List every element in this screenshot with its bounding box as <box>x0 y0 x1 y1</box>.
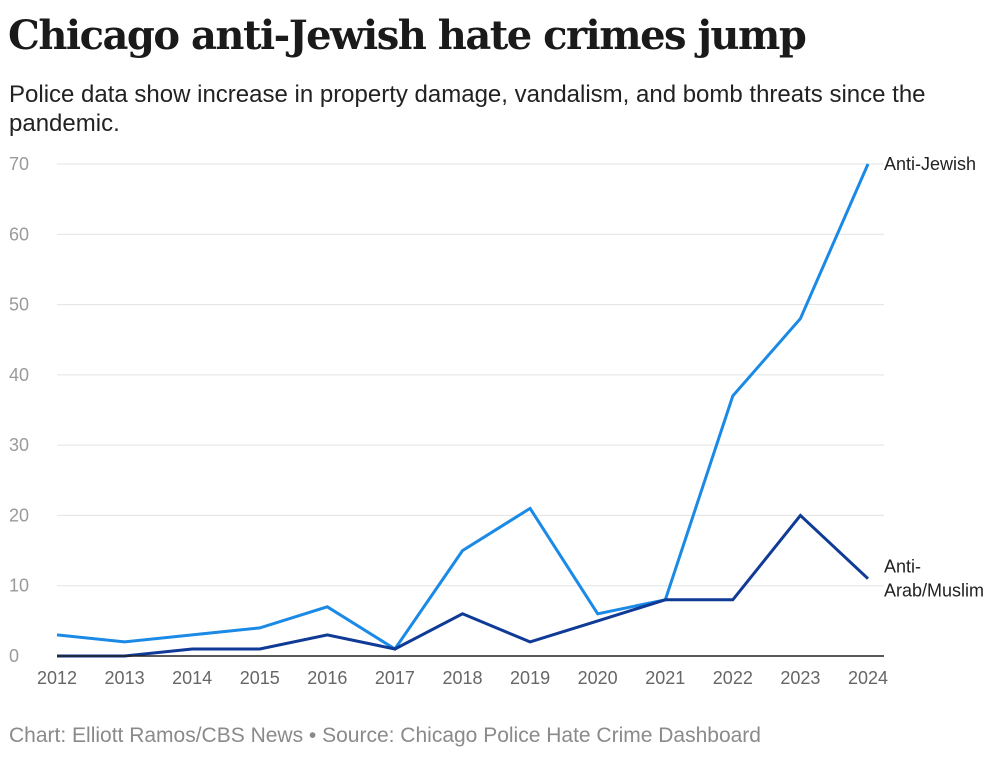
x-tick-label-2023: 2023 <box>780 668 820 688</box>
y-tick-label-60: 60 <box>9 224 29 244</box>
y-tick-label-20: 20 <box>9 505 29 525</box>
series-line-anti-arab-muslim <box>57 513 870 658</box>
x-tick-label-2024: 2024 <box>848 668 888 688</box>
line-chart: 0 10 20 30 40 50 60 70 2012 2013 2014 2015 2016 2017… <box>9 154 984 688</box>
x-tick-label-2021: 2021 <box>645 668 685 688</box>
series-labels: Anti-Jewish Anti- Arab/Muslim <box>884 154 984 601</box>
x-tick-label-2015: 2015 <box>240 668 280 688</box>
y-tick-label-70: 70 <box>9 154 29 174</box>
x-tick-label-2022: 2022 <box>713 668 753 688</box>
series-lines <box>56 163 870 658</box>
y-tick-label-0: 0 <box>9 646 19 666</box>
x-tick-label-2019: 2019 <box>510 668 550 688</box>
source-credit: Chart: Elliott Ramos/CBS News • Source: … <box>9 724 761 747</box>
x-axis-ticks: 2012 2013 2014 2015 2016 2017 2018 2019 2020 2021… <box>37 668 888 688</box>
y-tick-label-30: 30 <box>9 435 29 455</box>
series-line-anti-jewish <box>56 163 870 652</box>
grid-lines <box>57 163 884 587</box>
x-tick-label-2017: 2017 <box>375 668 415 688</box>
x-tick-label-2016: 2016 <box>307 668 347 688</box>
y-tick-label-40: 40 <box>9 365 29 385</box>
series-label-anti-arab-muslim-0: Anti- <box>884 557 921 577</box>
y-tick-label-10: 10 <box>9 576 29 596</box>
x-tick-label-2014: 2014 <box>172 668 212 688</box>
series-label-anti-arab-muslim-1: Arab/Muslim <box>884 581 984 601</box>
series-label-anti-jewish-0: Anti-Jewish <box>884 154 976 174</box>
y-axis-ticks: 0 10 20 30 40 50 60 70 <box>9 154 29 666</box>
x-tick-label-2020: 2020 <box>578 668 618 688</box>
y-tick-label-50: 50 <box>9 295 29 315</box>
x-tick-label-2012: 2012 <box>37 668 77 688</box>
x-tick-label-2018: 2018 <box>442 668 482 688</box>
chart-title: Chicago anti-Jewish hate crimes jump <box>8 12 807 59</box>
x-tick-label-2013: 2013 <box>105 668 145 688</box>
chart-subtitle: Police data show increase in property da… <box>9 81 926 137</box>
